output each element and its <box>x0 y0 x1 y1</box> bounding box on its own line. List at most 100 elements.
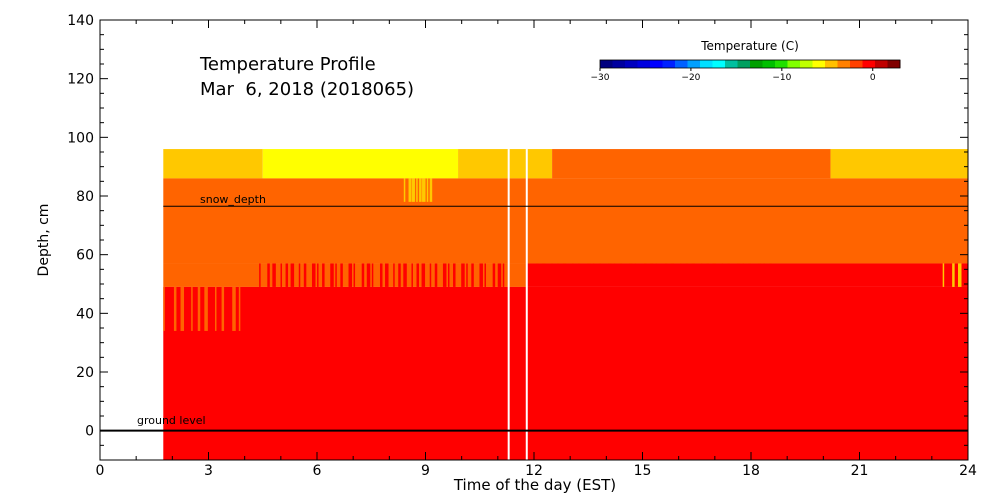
heatmap-flicker <box>411 178 415 202</box>
heatmap-flicker <box>727 237 730 264</box>
chart-title-line2: Mar 6, 2018 (2018065) <box>200 79 414 100</box>
chart-title-line1: Temperature Profile <box>199 54 376 75</box>
heatmap-flicker <box>442 263 447 287</box>
heatmap-flicker <box>322 263 325 287</box>
colorbar-title: Temperature (C) <box>700 39 799 53</box>
heatmap-flicker <box>736 237 741 264</box>
heatmap-flicker <box>197 286 201 331</box>
x-tick-label: 18 <box>742 463 760 479</box>
colorbar-swatch <box>700 60 713 68</box>
colorbar-swatch <box>800 60 813 68</box>
heatmap-flicker <box>769 237 772 264</box>
heatmap-flicker <box>416 178 418 202</box>
heatmap-flicker <box>411 263 413 287</box>
y-tick-label: 60 <box>76 248 94 264</box>
heatmap-flicker <box>562 237 567 264</box>
heatmap-flicker <box>598 237 602 264</box>
heatmap-flicker <box>492 263 496 287</box>
colorbar-swatch <box>787 60 801 68</box>
heatmap-cell <box>262 149 459 179</box>
colorbar-swatch <box>662 60 676 68</box>
heatmap-flicker <box>572 237 574 264</box>
ground-level-label: ground level <box>137 414 206 427</box>
heatmap-flicker <box>551 237 553 264</box>
heatmap-cell <box>163 286 968 460</box>
heatmap-flicker <box>461 263 465 287</box>
heatmap-flicker <box>259 263 261 287</box>
heatmap-flicker <box>303 263 307 287</box>
heatmap-flicker <box>502 263 505 287</box>
heatmap-flicker <box>447 263 450 287</box>
heatmap-flicker <box>393 263 395 287</box>
heatmap-cell <box>552 149 831 179</box>
colorbar-swatch <box>712 60 726 68</box>
heatmap-flicker <box>267 263 270 287</box>
colorbar-swatch <box>625 60 638 68</box>
heatmap-flicker <box>685 237 689 264</box>
heatmap-flicker <box>655 237 658 264</box>
heatmap-flicker <box>670 237 675 264</box>
heatmap-flicker <box>290 263 295 287</box>
heatmap-flicker <box>272 263 276 287</box>
heatmap-cell <box>526 263 968 287</box>
heatmap-flicker <box>471 263 474 287</box>
colorbar-swatch <box>612 60 626 68</box>
x-tick-label: 0 <box>96 463 105 479</box>
heatmap-flicker <box>952 263 955 287</box>
heatmap-flicker <box>577 237 581 264</box>
heatmap-flicker <box>398 263 401 287</box>
heatmap-flicker <box>204 286 208 331</box>
heatmap-flicker <box>479 263 483 287</box>
heatmap-flicker <box>649 237 654 264</box>
snow-depth-label: snow_depth <box>200 193 266 206</box>
colorbar-swatch <box>825 60 838 68</box>
colorbar-swatch <box>887 60 901 68</box>
heatmap-cell <box>830 149 968 179</box>
heatmap-flicker <box>706 237 710 264</box>
heatmap-flicker <box>317 263 319 287</box>
x-tick-label: 24 <box>959 463 977 479</box>
heatmap-flicker <box>232 286 236 331</box>
x-axis-label: Time of the day (EST) <box>453 476 616 494</box>
colorbar-swatch <box>850 60 863 68</box>
y-tick-label: 80 <box>76 189 94 205</box>
heatmap-flicker <box>221 286 225 331</box>
heatmap-flicker <box>484 263 487 287</box>
colorbar-swatch <box>687 60 701 68</box>
x-axis: 0 3 6 9 12 15 18 21 24 <box>96 20 977 479</box>
plot-area <box>163 149 968 461</box>
y-axis-label: Depth, cm <box>36 204 52 277</box>
heatmap-flicker <box>700 237 703 264</box>
colorbar-swatch <box>762 60 776 68</box>
heatmap-flicker <box>664 237 668 264</box>
heatmap-flicker <box>298 263 301 287</box>
colorbar-swatch <box>675 60 688 68</box>
colorbar-swatch <box>837 60 851 68</box>
heatmap-flicker <box>536 237 539 264</box>
heatmap-flicker <box>619 237 623 264</box>
data-gap <box>525 149 528 461</box>
x-tick-label: 6 <box>313 463 322 479</box>
heatmap-flicker <box>385 263 389 287</box>
heatmap-flicker <box>163 286 165 331</box>
colorbar-tick-label: −10 <box>772 73 791 83</box>
reference-lines <box>100 205 968 432</box>
colorbar-swatch <box>862 60 876 68</box>
colorbar-swatch <box>737 60 751 68</box>
heatmap-flicker <box>180 286 185 331</box>
heatmap-flicker <box>191 286 193 331</box>
heatmap-flicker <box>453 263 456 287</box>
heatmap-flicker <box>419 178 422 202</box>
heatmap-flicker <box>238 286 241 331</box>
heatmap-flicker <box>644 237 647 264</box>
y-tick-label: 140 <box>67 13 94 29</box>
colorbar-swatch <box>650 60 663 68</box>
data-gap <box>507 149 510 461</box>
colorbar-swatch <box>725 60 738 68</box>
heatmap-flicker <box>173 286 177 331</box>
heatmap-flicker <box>285 263 289 287</box>
x-tick-label: 3 <box>204 463 213 479</box>
x-tick-label: 21 <box>851 463 869 479</box>
heatmap-flicker <box>628 237 633 264</box>
